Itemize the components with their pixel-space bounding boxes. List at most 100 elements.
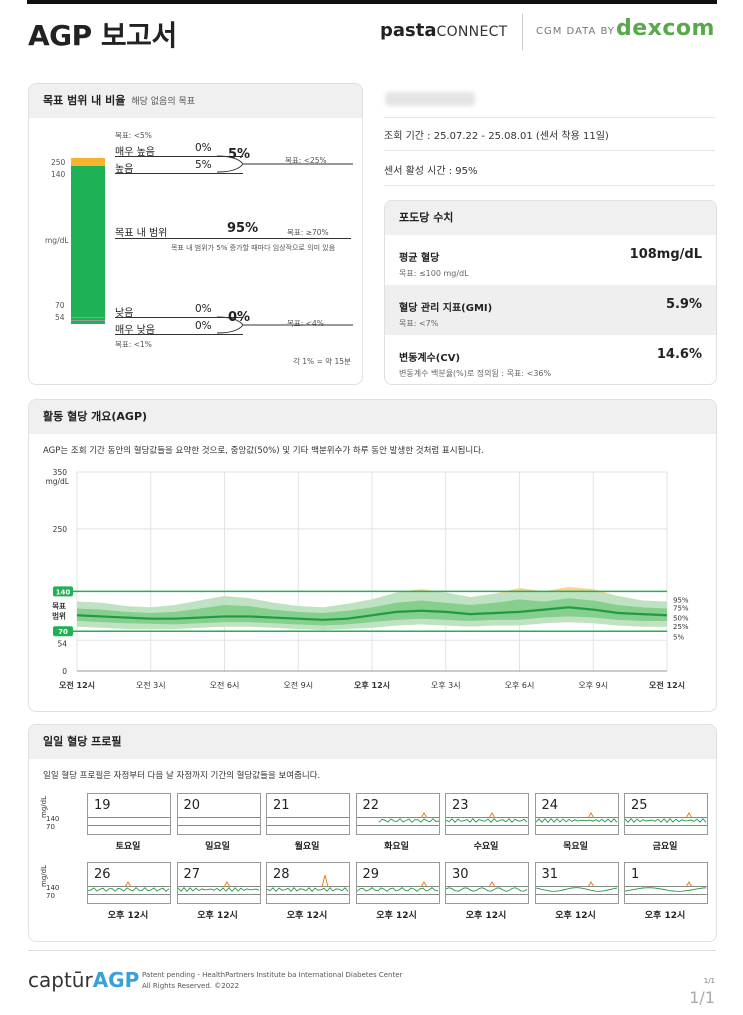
- day-line-70: [267, 894, 349, 895]
- row2-day-cell[interactable]: 29: [355, 862, 440, 904]
- day-trace: [177, 881, 259, 892]
- very-low-value: 0%: [195, 320, 212, 332]
- day-line-70: [446, 825, 528, 826]
- day-trace-high: [685, 881, 693, 888]
- day-line-70: [535, 825, 618, 826]
- dexcom-logo: DEXCOM: [616, 16, 715, 41]
- agp-median-line: [76, 606, 668, 621]
- tir-threshold-70: 70: [55, 301, 65, 310]
- very-high-label: 매우 높음: [115, 147, 155, 158]
- high-line: [115, 173, 243, 174]
- day-line-70: [446, 894, 528, 895]
- footer-divider: [28, 950, 716, 951]
- agp-xtick: 오후 3시: [431, 681, 461, 690]
- page-number: 1/1: [689, 988, 715, 1007]
- row1-day-cell[interactable]: 23: [445, 793, 529, 835]
- high-value: 5%: [195, 159, 212, 171]
- day-label: 토요일: [115, 842, 141, 852]
- row2-day-cell[interactable]: 27: [176, 862, 261, 904]
- stat-row-mean: 평균 혈당 목표: ≤100 mg/dL 108mg/dL: [385, 235, 716, 285]
- day-trace-high: [321, 874, 329, 888]
- day-trace-high: [587, 881, 594, 888]
- day-line-140: [356, 817, 439, 818]
- day-label: 화요일: [384, 842, 409, 852]
- row2-day-cell[interactable]: 30: [445, 862, 529, 904]
- very-low-goal: 목표: <1%: [115, 340, 152, 349]
- in-range-value: 95%: [227, 221, 259, 236]
- day-label: 오후 12시: [376, 911, 417, 921]
- row1-day-cell[interactable]: 21: [266, 793, 350, 835]
- day-trace-high: [685, 812, 693, 819]
- high-total-goal: 목표: <25%: [285, 156, 327, 165]
- day-trace-line: [446, 887, 528, 892]
- day-number: 23: [452, 798, 469, 813]
- day-line-140: [625, 817, 707, 818]
- agp-header: 활동 혈당 개요(AGP): [29, 400, 716, 434]
- day-label: 오후 12시: [465, 911, 507, 921]
- agp-xtick: 오전 9시: [283, 680, 313, 690]
- day-line-70: [356, 894, 439, 895]
- row2-day-cell[interactable]: 31: [534, 862, 619, 904]
- very-low-line: [115, 334, 243, 335]
- agp-percentile-label: 25%: [673, 623, 689, 631]
- low-bracket: [217, 316, 353, 334]
- info-divider: [384, 150, 715, 151]
- stat-target: 변동계수 백분율(%)로 정의됨 : 목표: <36%: [399, 369, 552, 378]
- stat-row-gmi: 혈당 관리 지표(GMI) 목표: <7% 5.9%: [385, 285, 716, 335]
- day-line-70: [356, 825, 439, 826]
- top-rule: [27, 0, 717, 4]
- tir-title: 목표 범위 내 비율: [43, 94, 126, 107]
- low-label: 낮음: [115, 308, 134, 319]
- day-label: 금요일: [652, 842, 678, 852]
- agp-ytick: 0: [62, 667, 67, 676]
- day-number: 27: [183, 867, 201, 882]
- stat-row-cv: 변동계수(CV) 변동계수 백분율(%)로 정의됨 : 목표: <36% 14.…: [385, 335, 716, 384]
- very-high-line: [115, 156, 243, 157]
- day-line-140: [88, 886, 170, 887]
- day-label: 오후 12시: [107, 911, 149, 921]
- very-high-goal: 목표: <5%: [115, 131, 152, 140]
- day-label: 오후 12시: [286, 911, 328, 921]
- tir-threshold-140: 140: [51, 170, 66, 179]
- day-line-70: [625, 825, 707, 826]
- row1-day-cell[interactable]: 19: [87, 793, 171, 835]
- high-label: 높음: [115, 164, 134, 175]
- row1-day-cell[interactable]: 22: [355, 793, 440, 835]
- day-trace-high: [124, 881, 132, 888]
- row1-day-cell[interactable]: 24: [534, 793, 619, 835]
- day-trace-high: [223, 881, 230, 888]
- tir-unit: mg/dL: [45, 236, 69, 245]
- day-trace: [625, 812, 707, 823]
- report-period: 조회 기간 : 25.07.22 - 25.08.01 (센서 착용 11일): [384, 131, 609, 142]
- row2-day-cell[interactable]: 26: [87, 862, 171, 904]
- day-label: 오후 12시: [197, 911, 238, 921]
- day-line-70: [88, 894, 170, 895]
- stat-target: 목표: ≤100 mg/dL: [399, 269, 469, 278]
- row1-day-cell[interactable]: 25: [624, 793, 708, 835]
- day-trace-high: [488, 881, 496, 888]
- day-trace-line: [446, 818, 528, 823]
- low-line: [115, 317, 243, 318]
- day-trace-line: [378, 818, 439, 823]
- cgm-data-by-label: CGM DATA BY: [536, 26, 615, 37]
- agp-percentile-label: 50%: [673, 614, 689, 622]
- agp-target-marker: [53, 586, 73, 597]
- agp-percentile-label: 75%: [673, 604, 689, 612]
- daily-y-tick: 70: [46, 823, 55, 831]
- footer-text: Patent pending - HealthPartners Institut…: [142, 971, 403, 990]
- day-trace-line: [177, 887, 259, 892]
- daily-y-tick: 140: [46, 815, 60, 823]
- row1-day-cell[interactable]: 20: [176, 793, 261, 835]
- tir-header: 목표 범위 내 비율 해당 없음의 목표: [29, 84, 362, 118]
- stat-label: 평균 혈당: [399, 253, 440, 264]
- day-line-140: [446, 886, 528, 887]
- row2-day-cell[interactable]: 28: [266, 862, 350, 904]
- day-number: 29: [362, 867, 380, 882]
- day-number: 25: [631, 798, 648, 813]
- day-number: 31: [541, 867, 559, 882]
- in-range-goal: 목표: ≥70%: [287, 228, 329, 237]
- day-trace-high: [420, 881, 427, 888]
- row2-day-cell[interactable]: 1: [624, 862, 708, 904]
- day-trace: [535, 881, 617, 892]
